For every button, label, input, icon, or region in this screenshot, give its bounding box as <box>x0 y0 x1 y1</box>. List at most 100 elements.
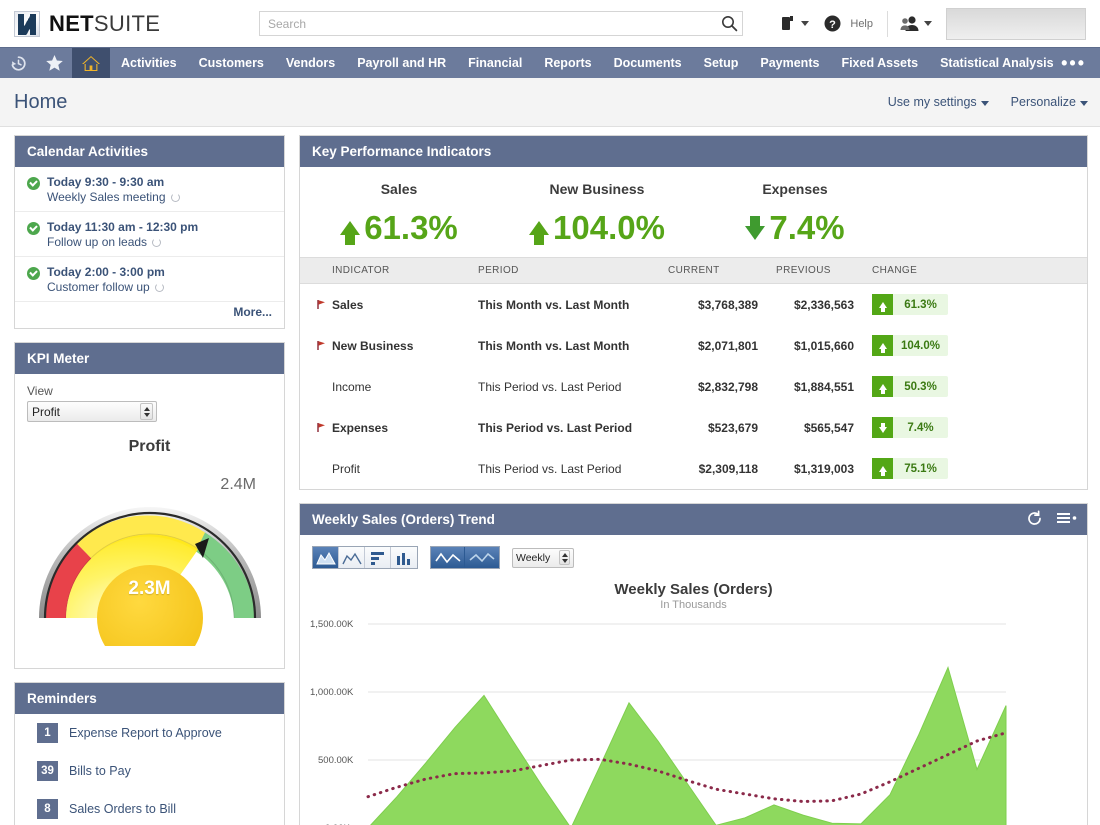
portlet-header-actions <box>1026 510 1077 530</box>
weekly-sales-trend-title: Weekly Sales (Orders) Trend <box>312 512 495 527</box>
cell-indicator: New Business <box>300 325 478 366</box>
cell-previous: $565,547 <box>803 420 854 435</box>
help-button[interactable]: ? Help <box>823 14 873 33</box>
trendline-icon[interactable] <box>431 547 465 568</box>
select-arrows-icon <box>140 403 153 420</box>
header-right-tools: ? Help <box>779 0 1100 47</box>
line-chart-icon[interactable] <box>339 547 365 568</box>
y-tick-label: 1,000.00K <box>310 687 354 698</box>
kpi-meter-header: KPI Meter <box>15 343 284 374</box>
arrow-down-icon <box>745 216 766 240</box>
table-row[interactable]: Expenses This Period vs. Last Period $52… <box>300 407 1087 448</box>
nav-item-payments[interactable]: Payments <box>760 56 820 70</box>
kpi-tile-label: Expenses <box>762 181 828 197</box>
chevron-down-icon <box>801 21 810 26</box>
kpi-table-body: Sales This Month vs. Last Month $3,768,3… <box>300 284 1087 490</box>
reminder-count: 39 <box>37 761 58 781</box>
netsuite-logo[interactable]: NETSUITE <box>14 10 160 37</box>
reminders-portlet: Reminders 1 Expense Report to Approve 39… <box>14 682 285 825</box>
reminder-item[interactable]: 8 Sales Orders to Bill <box>15 790 284 825</box>
favorites-button[interactable] <box>36 48 72 78</box>
kpi-view-value: Profit <box>32 404 61 419</box>
cell-period: This Period vs. Last Period <box>478 379 622 394</box>
table-row[interactable]: New Business This Month vs. Last Month $… <box>300 325 1087 366</box>
kpi-table: INDICATOR PERIOD CURRENT PREVIOUS CHANGE… <box>300 257 1087 489</box>
page-title-bar: Home Use my settings Personalize <box>0 78 1100 127</box>
nav-item-payroll-and-hr[interactable]: Payroll and HR <box>357 56 447 70</box>
reminder-item[interactable]: 39 Bills to Pay <box>15 752 284 790</box>
cell-indicator: Income <box>300 366 478 407</box>
top-header: NETSUITE ? Help <box>0 0 1100 47</box>
arrow-up-icon <box>872 294 893 315</box>
kpi-tile-new-business: New Business 104.0% <box>498 181 696 247</box>
calendar-item[interactable]: Today 2:00 - 3:00 pm Customer follow up <box>15 257 284 302</box>
change-value: 61.3% <box>904 298 937 311</box>
table-row[interactable]: Sales This Month vs. Last Month $3,768,3… <box>300 284 1087 326</box>
y-tick-label: 500.00K <box>318 755 354 766</box>
calendar-item[interactable]: Today 9:30 - 9:30 am Weekly Sales meetin… <box>15 167 284 212</box>
nav-item-fixed-assets[interactable]: Fixed Assets <box>841 56 919 70</box>
personalize-label: Personalize <box>1010 95 1076 109</box>
column-header-indicator[interactable]: INDICATOR <box>300 257 478 284</box>
calendar-item-subject-row: Customer follow up <box>47 280 165 294</box>
cell-change: 7.4% <box>872 407 1087 448</box>
quick-add-button[interactable] <box>779 14 810 33</box>
nav-item-statistical-analysis[interactable]: Statistical Analysis <box>940 56 1054 70</box>
table-row[interactable]: Profit This Period vs. Last Period $2,30… <box>300 448 1087 489</box>
history-button[interactable] <box>0 48 36 78</box>
reminder-label[interactable]: Expense Report to Approve <box>69 726 222 740</box>
user-menu-button[interactable] <box>900 14 932 33</box>
calendar-item-subject[interactable]: Follow up on leads <box>47 235 148 249</box>
search-icon[interactable] <box>716 15 742 32</box>
search-input[interactable] <box>260 12 716 35</box>
reminder-label[interactable]: Sales Orders to Bill <box>69 802 176 816</box>
home-icon <box>82 55 100 71</box>
reminder-label[interactable]: Bills to Pay <box>69 764 131 778</box>
page-actions: Use my settings Personalize <box>888 95 1088 109</box>
home-button[interactable] <box>72 48 110 78</box>
personalize-link[interactable]: Personalize <box>1011 95 1088 109</box>
calendar-more-link[interactable]: More... <box>233 305 272 319</box>
nav-item-financial[interactable]: Financial <box>468 56 523 70</box>
gauge-title: Profit <box>128 438 171 455</box>
cell-period: This Month vs. Last Month <box>478 297 630 312</box>
help-circle-icon: ? <box>824 15 841 32</box>
reminder-item[interactable]: 1 Expense Report to Approve <box>15 714 284 752</box>
loading-spinner-icon <box>154 282 164 292</box>
comparison-line-icon[interactable] <box>465 547 499 568</box>
column-header-period[interactable]: PERIOD <box>478 257 668 284</box>
use-my-settings-link[interactable]: Use my settings <box>888 95 989 109</box>
gauge-value-label: 2.3M <box>128 578 171 599</box>
column-header-current[interactable]: CURRENT <box>668 257 776 284</box>
calendar-item-subject[interactable]: Customer follow up <box>47 280 150 294</box>
nav-overflow-button[interactable]: ••• <box>1061 53 1086 73</box>
refresh-icon[interactable] <box>1026 510 1043 530</box>
table-row[interactable]: Income This Period vs. Last Period $2,83… <box>300 366 1087 407</box>
nav-item-vendors[interactable]: Vendors <box>285 56 336 70</box>
cell-change: 75.1% <box>872 448 1087 489</box>
y-tick-label: 1,500.00K <box>310 619 354 630</box>
column-header-change[interactable]: CHANGE <box>872 257 1087 284</box>
nav-item-documents[interactable]: Documents <box>613 56 682 70</box>
calendar-item-subject[interactable]: Weekly Sales meeting <box>47 190 166 204</box>
check-circle-icon <box>27 177 40 190</box>
area-chart-icon[interactable] <box>313 547 339 568</box>
change-value: 104.0% <box>900 339 940 352</box>
global-search[interactable] <box>259 11 743 36</box>
nav-item-activities[interactable]: Activities <box>121 56 177 70</box>
hamburger-menu-icon[interactable] <box>1057 511 1077 528</box>
nav-item-customers[interactable]: Customers <box>198 56 264 70</box>
nav-item-reports[interactable]: Reports <box>544 56 592 70</box>
bar-chart-horizontal-icon[interactable] <box>365 547 391 568</box>
calendar-item-time: Today 9:30 - 9:30 am <box>47 175 165 189</box>
chart-period-select[interactable]: Weekly <box>512 547 574 568</box>
weekly-sales-trend-header: Weekly Sales (Orders) Trend <box>300 504 1087 535</box>
kpi-view-select[interactable]: Profit <box>27 401 157 422</box>
right-column: Key Performance Indicators Sales 61.3% N… <box>299 135 1088 825</box>
column-header-previous[interactable]: PREVIOUS <box>776 257 872 284</box>
nav-item-setup[interactable]: Setup <box>703 56 739 70</box>
bar-chart-vertical-icon[interactable] <box>391 547 417 568</box>
weekly-sales-chart: 1,500.00K 1,000.00K 500.00K 0.00K 17. Fe… <box>300 615 1087 825</box>
calendar-item[interactable]: Today 11:30 am - 12:30 pm Follow up on l… <box>15 212 284 257</box>
cell-current: $2,832,798 <box>697 379 758 394</box>
